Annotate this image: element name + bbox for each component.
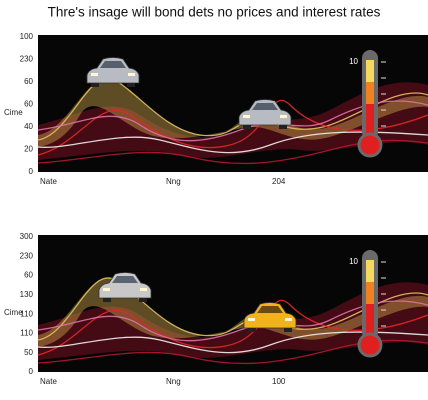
thermometer: 10 — [349, 50, 386, 158]
thermometer-bulb — [357, 332, 383, 358]
car-wheel — [248, 328, 256, 332]
car-wheel — [243, 125, 251, 129]
car-icon — [238, 99, 292, 129]
x-label: 204 — [272, 177, 286, 186]
car-body — [98, 272, 152, 299]
car-light — [103, 288, 110, 291]
car-wheel — [279, 125, 287, 129]
wave-line — [37, 277, 428, 341]
gauge-label: 10 — [349, 57, 358, 66]
x-label: Nate — [40, 377, 57, 386]
chart-panel: 10 — [37, 235, 428, 372]
car-light — [91, 73, 98, 76]
y-tick-label: 60 — [24, 100, 33, 109]
wave-line — [37, 99, 428, 156]
car-light — [285, 318, 292, 321]
car-light — [128, 73, 135, 76]
car-window — [252, 103, 278, 110]
thermometer-bulb — [357, 132, 383, 158]
car-wheel — [139, 298, 147, 302]
x-label: Nng — [166, 177, 181, 186]
car-window — [100, 61, 126, 68]
page-title: Thre's insage will bond dets no prices a… — [48, 5, 381, 20]
wave-line — [37, 331, 428, 354]
x-label: 100 — [272, 377, 286, 386]
wave-line — [37, 131, 428, 154]
car-window — [112, 276, 138, 283]
car-body — [238, 99, 292, 126]
wave-band — [38, 282, 428, 360]
y-tick-label: 60 — [24, 77, 33, 86]
wave-band — [38, 277, 428, 347]
car-wheel — [127, 83, 135, 87]
car-body — [86, 57, 140, 84]
y-tick-label: 50 — [24, 348, 33, 357]
wave-line — [37, 339, 428, 365]
y-tick-label: 0 — [29, 367, 34, 376]
y-axis-label: Cime — [4, 308, 23, 317]
car-light — [140, 288, 147, 291]
x-label: Nng — [166, 377, 181, 386]
car-body — [243, 302, 297, 329]
thermometer-fill — [366, 260, 374, 282]
car-light — [248, 318, 255, 321]
x-label: Nate — [40, 177, 57, 186]
y-tick-label: 110 — [20, 329, 33, 338]
wave-band — [38, 77, 428, 147]
y-tick-label: 0 — [29, 167, 34, 176]
car-icon — [86, 57, 140, 87]
thermometer-fill — [366, 60, 374, 82]
wave-band — [38, 82, 428, 160]
y-tick-label: 230 — [20, 55, 34, 64]
y-tick-label: 60 — [24, 271, 33, 280]
y-tick-label: 110 — [20, 309, 33, 318]
wave-line — [37, 299, 428, 356]
wave-line — [37, 300, 428, 342]
y-tick-label: 20 — [24, 145, 33, 154]
thermometer-fill — [366, 282, 374, 304]
y-tick-label: 40 — [24, 122, 33, 131]
car-light — [280, 115, 287, 118]
thermometer: 10 — [349, 250, 386, 358]
y-tick-label: 130 — [20, 290, 34, 299]
car-wheel — [103, 298, 111, 302]
car-light — [243, 115, 250, 118]
car-window — [257, 306, 283, 313]
y-tick-label: 100 — [20, 32, 34, 41]
car-wheel — [91, 83, 99, 87]
thermometer-fill — [366, 304, 374, 340]
chart-panel: 10 — [37, 35, 428, 172]
y-axis-label: Cime — [4, 108, 23, 117]
car-icon — [243, 302, 297, 332]
wave-line — [37, 139, 428, 165]
car-icon — [98, 272, 152, 302]
thermometer-fill — [366, 82, 374, 104]
wave-line — [37, 100, 428, 142]
gauge-label: 10 — [349, 257, 358, 266]
y-tick-label: 230 — [20, 251, 34, 260]
thermometer-fill — [366, 104, 374, 140]
y-tick-label: 300 — [20, 232, 34, 241]
car-wheel — [284, 328, 292, 332]
